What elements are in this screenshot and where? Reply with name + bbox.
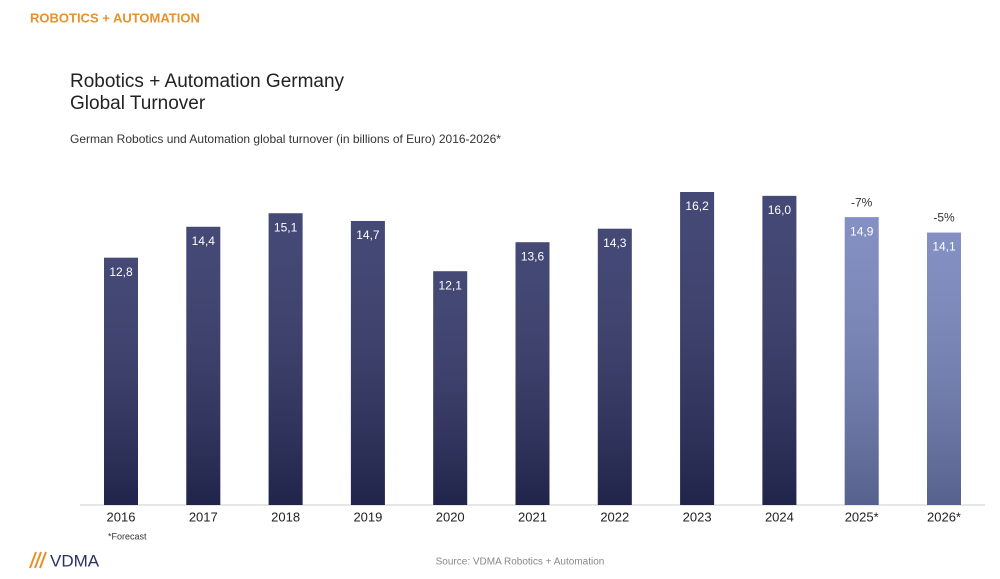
x-tick-label: 2025* [845, 509, 879, 524]
x-tick-label: 2024 [765, 509, 794, 524]
source: Source: VDMA Robotics + Automation [436, 557, 605, 568]
x-tick-label: 2018 [271, 509, 300, 524]
logo: VDMA [29, 551, 100, 570]
logo-text: VDMA [50, 551, 100, 570]
x-tick-label: 2023 [683, 509, 712, 524]
value-label: 15,1 [274, 220, 298, 234]
bar-shade [844, 217, 879, 505]
value-label: 14,7 [356, 228, 380, 242]
value-label: 14,1 [932, 240, 956, 254]
x-tick-label: 2026* [927, 509, 961, 524]
bar-shade [927, 232, 961, 505]
value-label: 16,2 [685, 199, 709, 213]
value-label: 14,9 [850, 224, 874, 238]
value-label: 12,1 [439, 278, 463, 292]
x-tick-label: 2021 [518, 509, 547, 524]
chart-subtitle: German Robotics und Automation global tu… [70, 132, 501, 146]
annotation: -7% [851, 195, 873, 209]
bar-shade [104, 257, 138, 505]
value-label: 16,0 [768, 203, 792, 217]
bar-shade [597, 228, 632, 505]
value-label: 14,3 [603, 236, 627, 250]
logo-mark [29, 551, 47, 569]
annotation: -5% [933, 211, 955, 225]
bar-shade [186, 226, 221, 505]
x-tick-label: 2022 [600, 509, 629, 524]
x-tick-label: 2017 [189, 509, 218, 524]
x-tick-label: 2016 [107, 509, 136, 524]
chart-title: Robotics + Automation Germany [70, 71, 345, 92]
header: ROBOTICS + AUTOMATION [30, 10, 200, 25]
footnote: *Forecast [108, 531, 147, 541]
bar-shade [433, 271, 468, 505]
chart-title: Global Turnover [70, 93, 206, 114]
value-label: 13,6 [521, 249, 545, 263]
bar-shade [680, 192, 715, 505]
bar-shade [268, 213, 303, 505]
bar-shade [515, 242, 550, 506]
value-label: 14,4 [192, 234, 216, 248]
x-tick-label: 2020 [436, 509, 465, 524]
value-label: 12,8 [109, 265, 133, 279]
x-tick-label: 2019 [353, 509, 382, 524]
bar-shade [350, 220, 385, 505]
bar-shade [762, 195, 797, 505]
